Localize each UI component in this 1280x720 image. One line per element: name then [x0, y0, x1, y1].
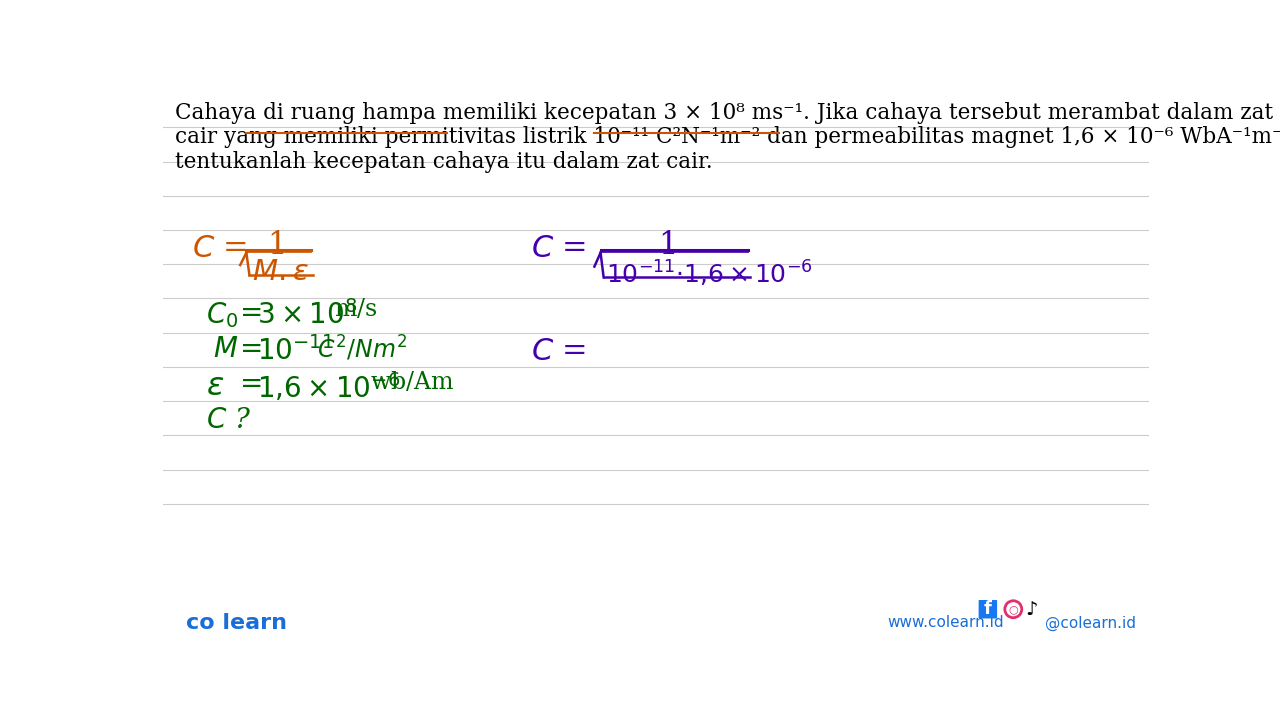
Text: $10^{-11}$: $10^{-11}$	[257, 336, 334, 366]
Text: $C$ =: $C$ =	[192, 233, 248, 264]
Text: $\mathregular{wb/Am}$: $\mathregular{wb/Am}$	[370, 370, 454, 394]
Text: $\varepsilon$: $\varepsilon$	[206, 372, 224, 402]
Text: =: =	[241, 372, 264, 398]
Text: $10^{-11}{\cdot}1{,}6\times10^{-6}$: $10^{-11}{\cdot}1{,}6\times10^{-6}$	[605, 259, 813, 289]
Text: $C_0$: $C_0$	[206, 300, 238, 330]
Text: $3\times10^{8}$: $3\times10^{8}$	[257, 300, 357, 330]
Text: $C^2/Nm^2$: $C^2/Nm^2$	[317, 334, 407, 364]
Text: tentukanlah kecepatan cahaya itu dalam zat cair.: tentukanlah kecepatan cahaya itu dalam z…	[175, 151, 713, 173]
Text: $\mathregular{m/s}$: $\mathregular{m/s}$	[334, 297, 378, 320]
Text: 1: 1	[658, 230, 677, 261]
Text: www.colearn.id: www.colearn.id	[887, 616, 1004, 631]
Text: $1{,}6\times10^{-6}$: $1{,}6\times10^{-6}$	[257, 372, 401, 404]
Text: cair yang memiliki permitivitas listrik 10⁻¹¹ C²N⁻¹m⁻² dan permeabilitas magnet : cair yang memiliki permitivitas listrik …	[175, 127, 1280, 148]
Text: $M.\varepsilon$: $M.\varepsilon$	[252, 258, 308, 286]
FancyBboxPatch shape	[979, 600, 997, 618]
Text: $C$ =: $C$ =	[531, 233, 586, 264]
Text: ♪: ♪	[1025, 600, 1038, 618]
Text: ○: ○	[1009, 604, 1018, 614]
Text: $C$ =: $C$ =	[531, 336, 586, 367]
Text: $M$: $M$	[214, 336, 238, 363]
Text: $C$ ?: $C$ ?	[206, 407, 251, 433]
Text: Cahaya di ruang hampa memiliki kecepatan 3 × 10⁸ ms⁻¹. Jika cahaya tersebut mera: Cahaya di ruang hampa memiliki kecepatan…	[175, 102, 1272, 124]
Text: =: =	[241, 336, 264, 363]
Text: co learn: co learn	[187, 613, 287, 633]
Text: @colearn.id: @colearn.id	[1044, 616, 1135, 631]
Text: f: f	[984, 600, 992, 618]
Text: =: =	[241, 300, 264, 328]
Text: 1: 1	[268, 230, 287, 261]
